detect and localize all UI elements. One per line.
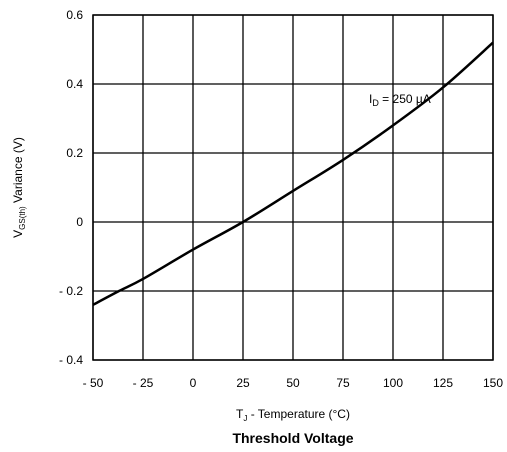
x-tick-label: 0	[190, 376, 197, 390]
y-tick-label: - 0.2	[59, 284, 83, 298]
x-tick-label: 50	[286, 376, 300, 390]
x-tick-label: 125	[433, 376, 453, 390]
grid-lines	[92, 14, 494, 361]
y-tick-label: 0.4	[66, 77, 83, 91]
plot-frame	[92, 14, 494, 361]
x-axis-label: TJ - Temperature (°C)	[236, 407, 350, 423]
x-tick-labels: - 50 - 25 0 25 50 75 100 125 150	[83, 376, 504, 390]
current-annotation: ID = 250 µA	[369, 92, 431, 108]
y-tick-label: 0	[76, 215, 83, 229]
x-tick-label: - 25	[133, 376, 154, 390]
x-tick-label: 150	[483, 376, 503, 390]
x-tick-label: 100	[383, 376, 403, 390]
x-tick-label: 25	[236, 376, 250, 390]
x-tick-label: 75	[336, 376, 350, 390]
y-tick-label: - 0.4	[59, 353, 83, 367]
y-tick-labels: 0.6 0.4 0.2 0 - 0.2 - 0.4	[59, 8, 83, 367]
chart-title: Threshold Voltage	[232, 430, 353, 446]
y-tick-label: 0.6	[66, 8, 83, 22]
y-tick-label: 0.2	[66, 146, 83, 160]
y-axis-label: VGS(th) Variance (V)	[11, 137, 27, 238]
x-tick-label: - 50	[83, 376, 104, 390]
vgs-variance-curve	[92, 41, 494, 306]
